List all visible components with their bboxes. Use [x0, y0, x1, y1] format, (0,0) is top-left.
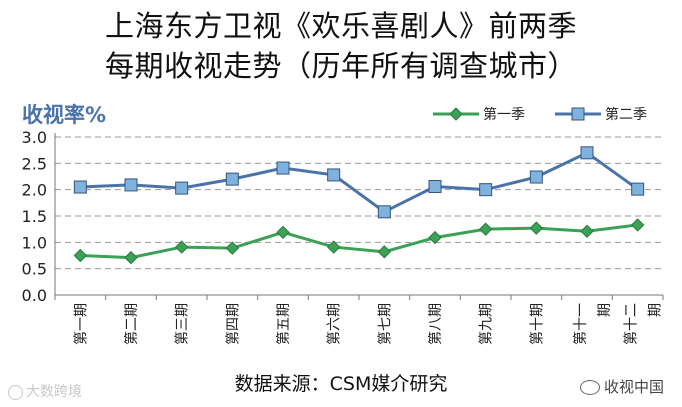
y-tick-label: 3.0 — [22, 128, 47, 147]
x-tick-label: 期 — [648, 303, 664, 317]
y-tick-label: 1.0 — [22, 233, 47, 252]
x-tick-label: 第三期 — [174, 303, 191, 345]
chart-title-line1: 上海东方卫视《欢乐喜剧人》前两季 — [104, 9, 577, 43]
wechat-icon — [579, 380, 600, 395]
y-tick-label: 2.5 — [22, 154, 47, 173]
x-tick-label: 第九期 — [478, 303, 495, 345]
data-point — [225, 241, 240, 255]
data-point — [225, 172, 239, 186]
data-point — [580, 146, 594, 160]
data-point — [124, 178, 138, 192]
legend-label: 第二季 — [605, 106, 647, 123]
legend-marker — [571, 107, 585, 121]
data-point — [631, 182, 645, 196]
data-point — [276, 161, 290, 175]
data-point — [174, 240, 189, 254]
x-tick-label: 第五期 — [275, 303, 292, 345]
chart-title-line2: 每期收视走势（历年所有调查城市） — [104, 49, 577, 83]
legend-label: 第一季 — [483, 106, 525, 123]
watermark-left-text: 大数跨境 — [26, 384, 82, 400]
legend-marker — [449, 107, 463, 121]
watermark-right: 收视中国 — [579, 376, 664, 397]
data-point — [529, 221, 544, 235]
data-point — [529, 170, 543, 184]
x-tick-label: 第十一 — [572, 303, 589, 345]
watermark-right-text: 收视中国 — [603, 378, 664, 396]
y-tick-label: 0.5 — [22, 260, 47, 279]
data-point — [428, 230, 442, 245]
data-point — [428, 180, 442, 194]
data-point — [327, 168, 341, 182]
x-tick-label: 第一期 — [72, 303, 89, 345]
data-point — [124, 250, 138, 265]
y-tick-label: 2.0 — [22, 181, 47, 200]
data-point — [326, 240, 341, 254]
data-point — [630, 218, 645, 232]
data-point — [175, 181, 189, 195]
data-point — [377, 245, 392, 259]
y-tick-label: 0.0 — [22, 286, 47, 305]
y-axis-label: 收视率% — [22, 103, 106, 127]
x-tick-label: 第十期 — [528, 303, 545, 345]
data-point — [377, 205, 391, 219]
source-note: 数据来源：CSM媒介研究 — [234, 373, 448, 395]
x-tick-label: 第四期 — [224, 303, 241, 345]
data-point — [580, 224, 594, 238]
data-point — [73, 180, 87, 194]
data-point — [479, 183, 493, 197]
data-point — [478, 222, 493, 236]
x-tick-label: 第七期 — [376, 303, 393, 345]
series-line — [80, 151, 639, 214]
series-line — [80, 223, 638, 260]
data-point — [276, 225, 290, 240]
x-tick-label: 第二期 — [123, 303, 140, 345]
y-tick-label: 1.5 — [22, 207, 47, 226]
watermark-logo-icon — [8, 384, 23, 400]
x-tick-label: 期 — [597, 303, 613, 317]
x-tick-label: 第十二 — [623, 303, 640, 345]
x-tick-label: 第八期 — [427, 303, 444, 345]
data-point — [73, 248, 88, 263]
x-tick-label: 第六期 — [326, 303, 343, 345]
watermark-left: 大数跨境 — [8, 381, 82, 401]
